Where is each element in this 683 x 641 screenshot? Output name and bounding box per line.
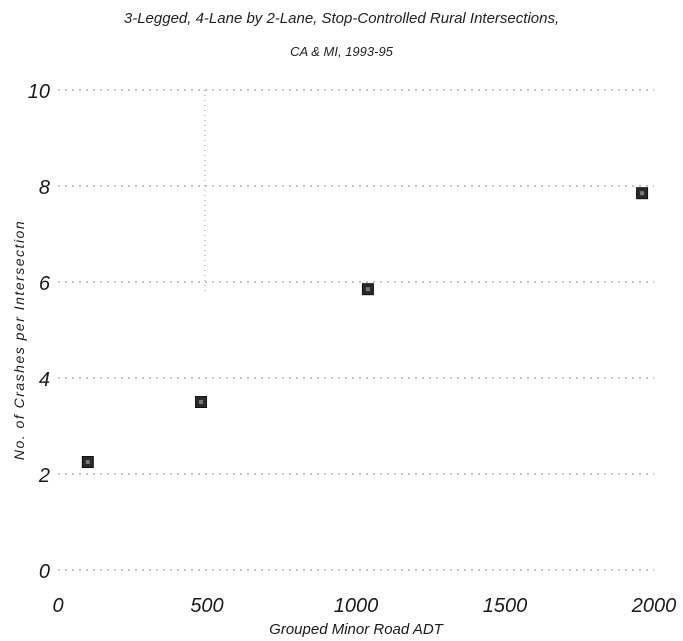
y-axis-label: No. of Crashes per Intersection	[11, 220, 27, 460]
y-tick-label-2: 2	[38, 465, 50, 487]
y-tick-label-6: 6	[39, 273, 51, 295]
y-tick-label-0: 0	[39, 561, 50, 583]
x-tick-label-1500: 1500	[483, 595, 528, 617]
x-tick-label-500: 500	[190, 595, 223, 617]
y-tick-label-10: 10	[28, 81, 50, 103]
chart-title: 3-Legged, 4-Lane by 2-Lane, Stop-Control…	[123, 10, 560, 27]
grid-lines	[58, 89, 654, 571]
data-point-2-highlight	[199, 400, 204, 404]
x-tick-label-1000: 1000	[334, 595, 379, 617]
x-tick-label-2000: 2000	[631, 595, 677, 617]
x-axis-ticks: 0 500 1000 1500 2000	[52, 595, 676, 617]
y-tick-label-4: 4	[39, 369, 50, 391]
data-point-4-highlight	[640, 191, 645, 196]
y-tick-label-8: 8	[39, 177, 50, 199]
x-axis-label: Grouped Minor Road ADT	[269, 621, 445, 638]
data-point-1-highlight	[85, 460, 90, 464]
data-point-3-highlight	[365, 287, 370, 292]
x-tick-label-0: 0	[52, 595, 63, 617]
y-axis-ticks: 0 2 4 6 8 10	[28, 81, 51, 583]
chart-subtitle: CA & MI, 1993-95	[290, 44, 393, 59]
data-points	[81, 187, 649, 468]
